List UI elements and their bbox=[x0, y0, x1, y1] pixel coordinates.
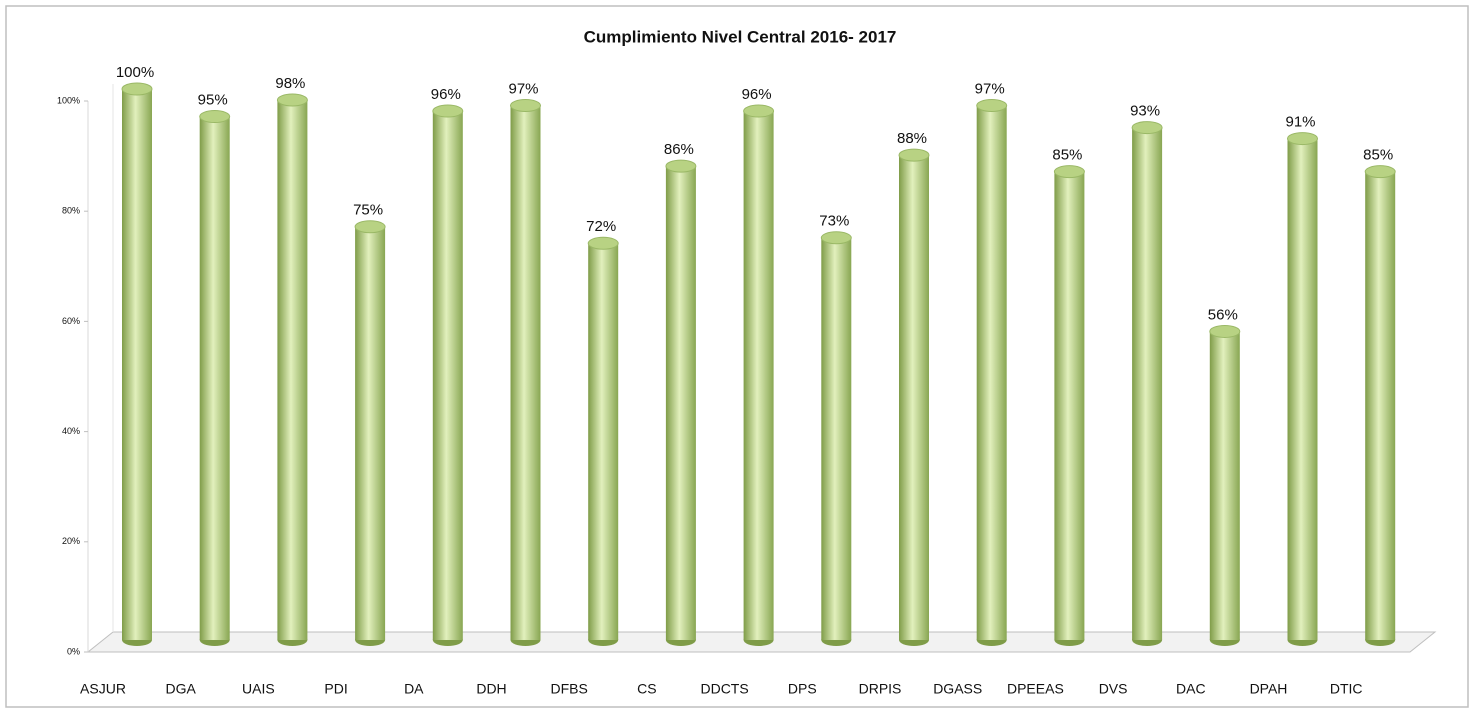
x-tick-label: DA bbox=[404, 681, 424, 697]
bar bbox=[510, 105, 541, 640]
value-label: 85% bbox=[1052, 147, 1082, 164]
x-tick-label: DDCTS bbox=[700, 681, 748, 697]
x-tick-label: PDI bbox=[324, 681, 347, 697]
bar bbox=[355, 226, 386, 640]
value-label: 95% bbox=[198, 92, 228, 109]
bar-top bbox=[1287, 132, 1318, 146]
value-label: 97% bbox=[508, 80, 538, 97]
value-label: 96% bbox=[431, 86, 461, 103]
bar bbox=[743, 111, 774, 641]
bar-top bbox=[199, 110, 231, 124]
x-tick-label: DAC bbox=[1176, 681, 1206, 697]
x-tick-label: DDH bbox=[476, 681, 506, 697]
bar-top bbox=[354, 220, 386, 234]
value-label: 88% bbox=[897, 130, 927, 147]
bar-top bbox=[510, 99, 541, 113]
value-label: 97% bbox=[975, 80, 1005, 97]
value-label: 91% bbox=[1285, 114, 1315, 131]
bar bbox=[1132, 127, 1163, 640]
value-label: 98% bbox=[275, 75, 305, 92]
y-tick-label: 100% bbox=[57, 95, 80, 105]
bar-top bbox=[976, 99, 1008, 113]
bar bbox=[432, 111, 463, 641]
x-tick-label: DFBS bbox=[551, 681, 588, 697]
bar-top bbox=[1053, 165, 1085, 179]
x-tick-label: DVS bbox=[1099, 681, 1128, 697]
value-label: 86% bbox=[664, 141, 694, 158]
value-label: 96% bbox=[742, 86, 772, 103]
value-label: 85% bbox=[1363, 147, 1393, 164]
x-tick-label: DRPIS bbox=[859, 681, 902, 697]
bar bbox=[1209, 331, 1240, 640]
value-label: 73% bbox=[819, 213, 849, 230]
bar-top bbox=[121, 82, 153, 96]
value-label: 75% bbox=[353, 202, 383, 219]
bar-top bbox=[1131, 121, 1163, 135]
bar-top bbox=[587, 236, 619, 250]
bar bbox=[122, 89, 152, 640]
chart-title: Cumplimiento Nivel Central 2016- 2017 bbox=[584, 27, 897, 46]
bar-top bbox=[665, 159, 697, 173]
x-tick-label: DPAH bbox=[1250, 681, 1288, 697]
bar bbox=[665, 166, 696, 640]
y-tick-label: 20% bbox=[62, 536, 80, 546]
bar bbox=[976, 105, 1007, 640]
x-tick-label: UAIS bbox=[242, 681, 275, 697]
bar-top bbox=[432, 104, 464, 118]
y-tick-label: 40% bbox=[62, 426, 80, 436]
x-tick-label: DGASS bbox=[933, 681, 982, 697]
y-tick-label: 0% bbox=[67, 646, 80, 656]
bar bbox=[199, 116, 230, 641]
x-tick-label: DGA bbox=[166, 681, 197, 697]
bar-top bbox=[1364, 165, 1396, 179]
bar bbox=[1054, 171, 1085, 640]
bar bbox=[1287, 138, 1318, 640]
x-tick-label: ASJUR bbox=[80, 681, 126, 697]
bar-top bbox=[1209, 324, 1241, 338]
bar-top bbox=[276, 93, 308, 107]
bar-top bbox=[820, 231, 852, 245]
x-tick-label: DTIC bbox=[1330, 681, 1363, 697]
value-label: 72% bbox=[586, 218, 616, 235]
bar bbox=[277, 100, 308, 640]
bar bbox=[588, 243, 619, 640]
value-label: 100% bbox=[116, 64, 154, 81]
bar bbox=[899, 155, 929, 640]
value-label: 93% bbox=[1130, 103, 1160, 120]
x-tick-label: CS bbox=[637, 681, 656, 697]
value-label: 56% bbox=[1208, 306, 1238, 323]
bar bbox=[1365, 171, 1396, 640]
bar-top bbox=[743, 104, 775, 118]
bar bbox=[821, 237, 852, 640]
y-tick-label: 80% bbox=[62, 206, 80, 216]
x-tick-label: DPEEAS bbox=[1007, 681, 1064, 697]
y-tick-label: 60% bbox=[62, 316, 80, 326]
x-tick-label: DPS bbox=[788, 681, 817, 697]
bar-top bbox=[898, 148, 930, 162]
